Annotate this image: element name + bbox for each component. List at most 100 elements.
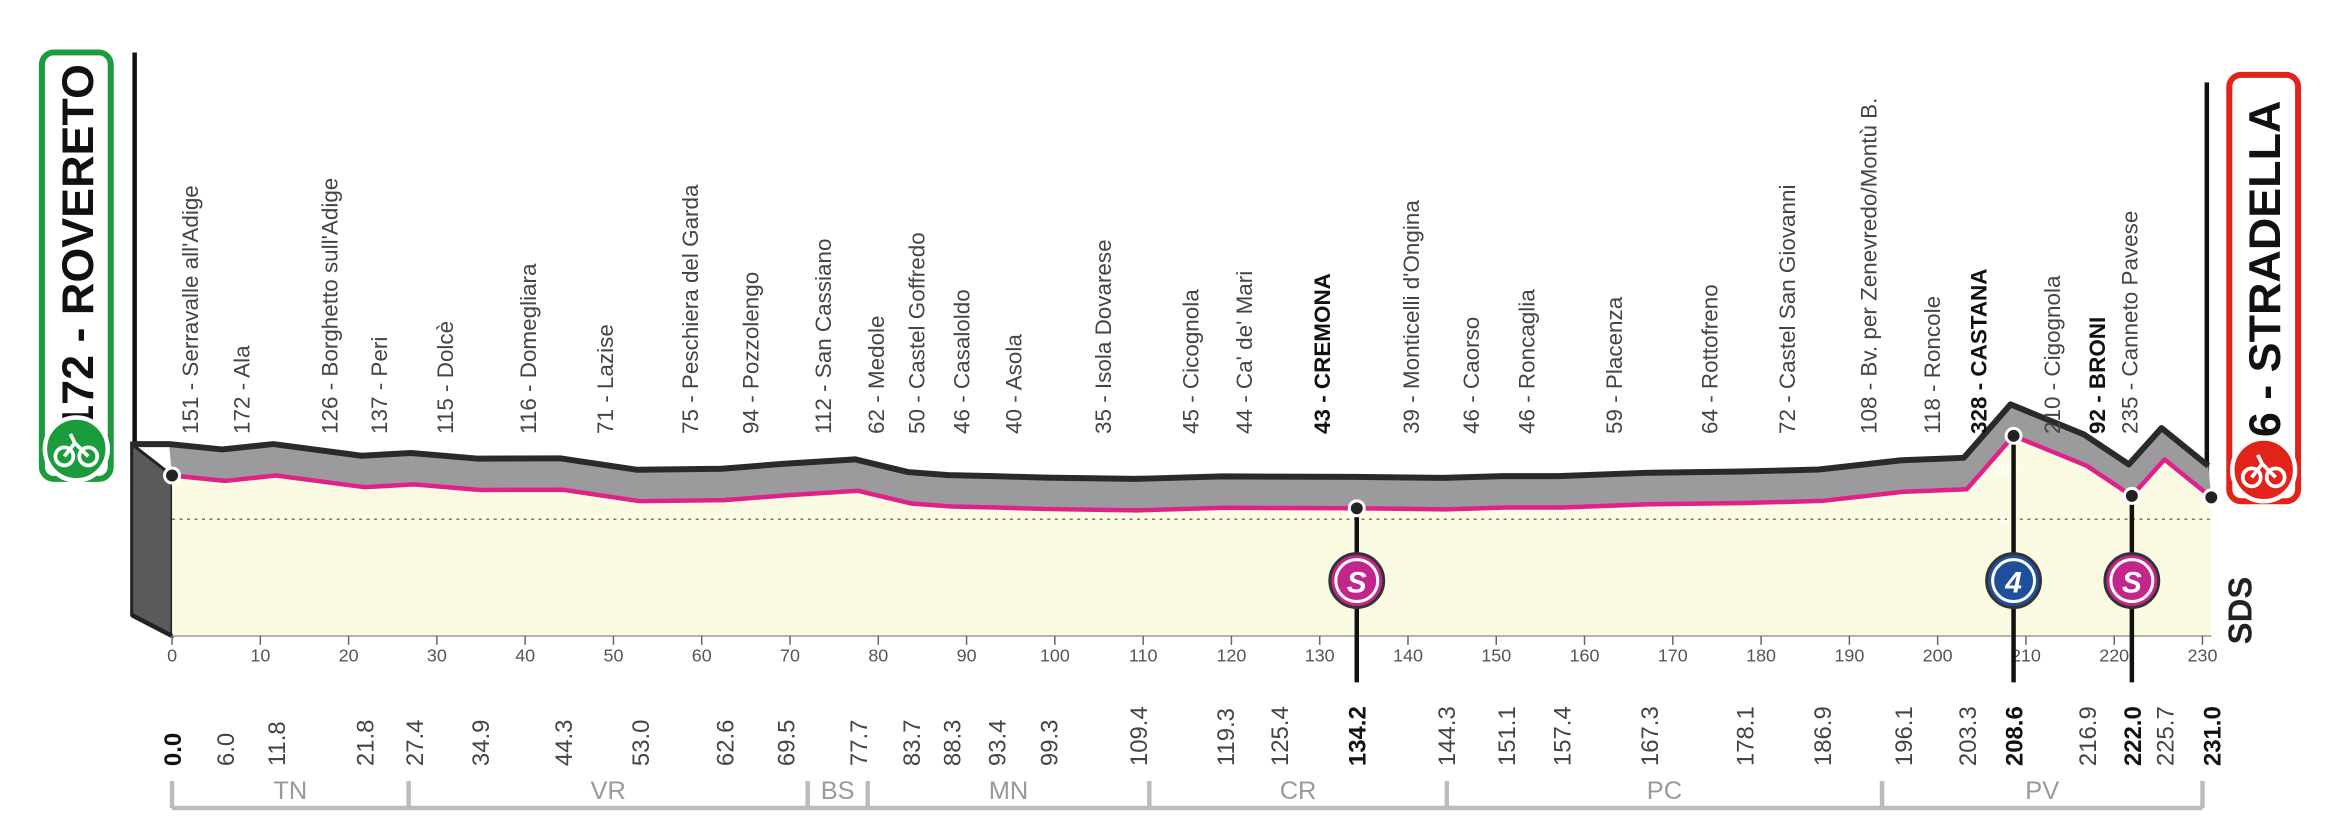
waypoint-label: 108 - Bv. per Zenevredo/Montù B.: [1856, 98, 1881, 434]
kom-marker-ring: [1991, 558, 2037, 604]
x-tick-label: 10: [250, 645, 270, 665]
waypoint-label: 151 - Serravalle all'Adige: [178, 185, 203, 434]
bike-icon: [2240, 454, 2287, 489]
distance-label: 186.9: [1810, 706, 1837, 766]
distance-label: 99.3: [1037, 720, 1064, 767]
region-label: VR: [590, 777, 625, 805]
kom-marker: [1985, 552, 2042, 610]
sprint-marker-ring: [2109, 558, 2155, 604]
region-label: CR: [1280, 777, 1317, 805]
y-tick-label: 0: [2001, 512, 2009, 529]
sprint-marker: [2103, 552, 2161, 610]
waypoint-label: 45 - Cicognola: [1178, 289, 1203, 434]
x-tick-label: 160: [1570, 645, 1600, 665]
waypoint-label: 328 - CASTANA: [1967, 269, 1992, 434]
distance-label: 225.7: [2153, 706, 2180, 766]
distance-label: 231.0: [2199, 706, 2226, 766]
waypoint-label: 92 - BRONI: [2085, 317, 2110, 434]
distance-label: 134.2: [1345, 706, 1372, 766]
x-tick-label: 220: [2099, 645, 2129, 665]
distance-label: 178.1: [1732, 706, 1759, 766]
marker-dot: [2004, 426, 2023, 445]
x-tick-label: 230: [2188, 645, 2218, 665]
x-tick-label: 130: [1305, 645, 1335, 665]
x-tick-label: 110: [1129, 645, 1158, 665]
endpoint-dot: [163, 466, 182, 485]
distance-label: 157.4: [1550, 706, 1577, 766]
distance-label: 62.6: [713, 720, 740, 767]
waypoint-label: 235 - Canneto Pavese: [2118, 211, 2143, 434]
x-tick-label: 70: [780, 645, 800, 665]
distance-label: 196.1: [1891, 706, 1918, 766]
x-tick-label: 190: [1834, 645, 1864, 665]
region-label: TN: [273, 777, 307, 805]
marker-dot: [2122, 486, 2141, 505]
start-icon: [42, 415, 110, 483]
x-tick-label: 50: [603, 645, 623, 665]
base-line: [130, 613, 174, 638]
x-tick-label: 100: [1040, 645, 1070, 665]
x-tick-label: 20: [339, 645, 359, 665]
waypoint-label: 137 - Peri: [367, 337, 392, 434]
distance-label: 6.0: [213, 733, 240, 766]
waypoint-label: 72 - Castel San Giovanni: [1775, 185, 1800, 434]
region-label: PC: [1647, 777, 1682, 805]
waypoint-label: 115 - Dolcè: [433, 321, 458, 434]
distance-label: 0.0: [160, 733, 187, 766]
distance-label: 144.3: [1434, 706, 1461, 766]
waypoint-label: 46 - Roncaglia: [1515, 289, 1540, 434]
waypoint-label: 59 - Placenza: [1602, 296, 1627, 434]
y-tick-label: 200: [1992, 461, 2017, 478]
x-tick-label: 40: [515, 645, 535, 665]
x-tick-label: 170: [1658, 645, 1688, 665]
distance-label: 93.4: [985, 720, 1012, 767]
x-tick-label: 200: [1923, 645, 1953, 665]
x-tick-label: 210: [2011, 645, 2041, 665]
waypoint-label: 71 - Lazise: [593, 324, 618, 434]
distance-label: 216.9: [2075, 706, 2102, 766]
distance-label: 69.5: [774, 720, 801, 767]
distance-label: 11.8: [264, 721, 291, 766]
region-label: PV: [2025, 777, 2059, 805]
waypoint-label: 62 - Medole: [864, 315, 889, 434]
endpoint-dot: [2202, 488, 2221, 507]
waypoint-label: 126 - Borghetto sull'Adige: [318, 178, 343, 434]
distance-label: 21.8: [352, 720, 379, 767]
distance-label: 119.3: [1213, 708, 1240, 766]
waypoint-label: 116 - Domegliara: [516, 263, 541, 434]
x-tick-label: 60: [692, 645, 712, 665]
waypoint-label: 46 - Casaloldo: [950, 289, 975, 434]
x-tick-label: 0: [167, 645, 177, 665]
profile-ribbon: [169, 404, 2212, 511]
distance-label: 109.4: [1126, 706, 1153, 766]
waypoint-label: 64 - Rottofreno: [1697, 284, 1722, 434]
waypoint-label: 210 - Cigognola: [2040, 275, 2065, 434]
waypoint-label: 39 - Monticelli d'Ongina: [1399, 200, 1424, 434]
waypoint-label: 118 - Roncole: [1920, 296, 1945, 434]
sprint-marker-ring: [1334, 558, 1380, 604]
distance-label: 44.3: [551, 720, 578, 767]
distance-label: 167.3: [1637, 706, 1664, 766]
x-tick-label: 80: [868, 645, 888, 665]
waypoint-label: 112 - San Cassiano: [811, 239, 836, 434]
sprint-marker-label: S: [1347, 567, 1367, 600]
region-label: MN: [989, 777, 1029, 805]
x-tick-label: 120: [1216, 645, 1246, 665]
start-label: 172 - ROVERETO: [52, 64, 103, 430]
waypoint-label: 40 - Asola: [1002, 334, 1027, 434]
x-tick-label: 30: [427, 645, 447, 665]
logo: SDS: [2222, 577, 2259, 645]
waypoint-label: 44 - Ca' de' Mari: [1232, 271, 1257, 434]
distance-label: 53.0: [628, 720, 655, 767]
distance-label: 34.9: [468, 720, 495, 767]
distance-label: 203.3: [1955, 706, 1982, 766]
region-label: BS: [821, 777, 855, 805]
finish-label: 86 - STRADELLA: [2239, 101, 2290, 463]
waypoint-label: 94 - Pozzolengo: [739, 272, 764, 434]
profile-top-line: [131, 401, 2211, 482]
profile-line: [171, 433, 2213, 513]
sprint-marker: [1328, 552, 1386, 610]
x-tick-label: 150: [1481, 645, 1511, 665]
